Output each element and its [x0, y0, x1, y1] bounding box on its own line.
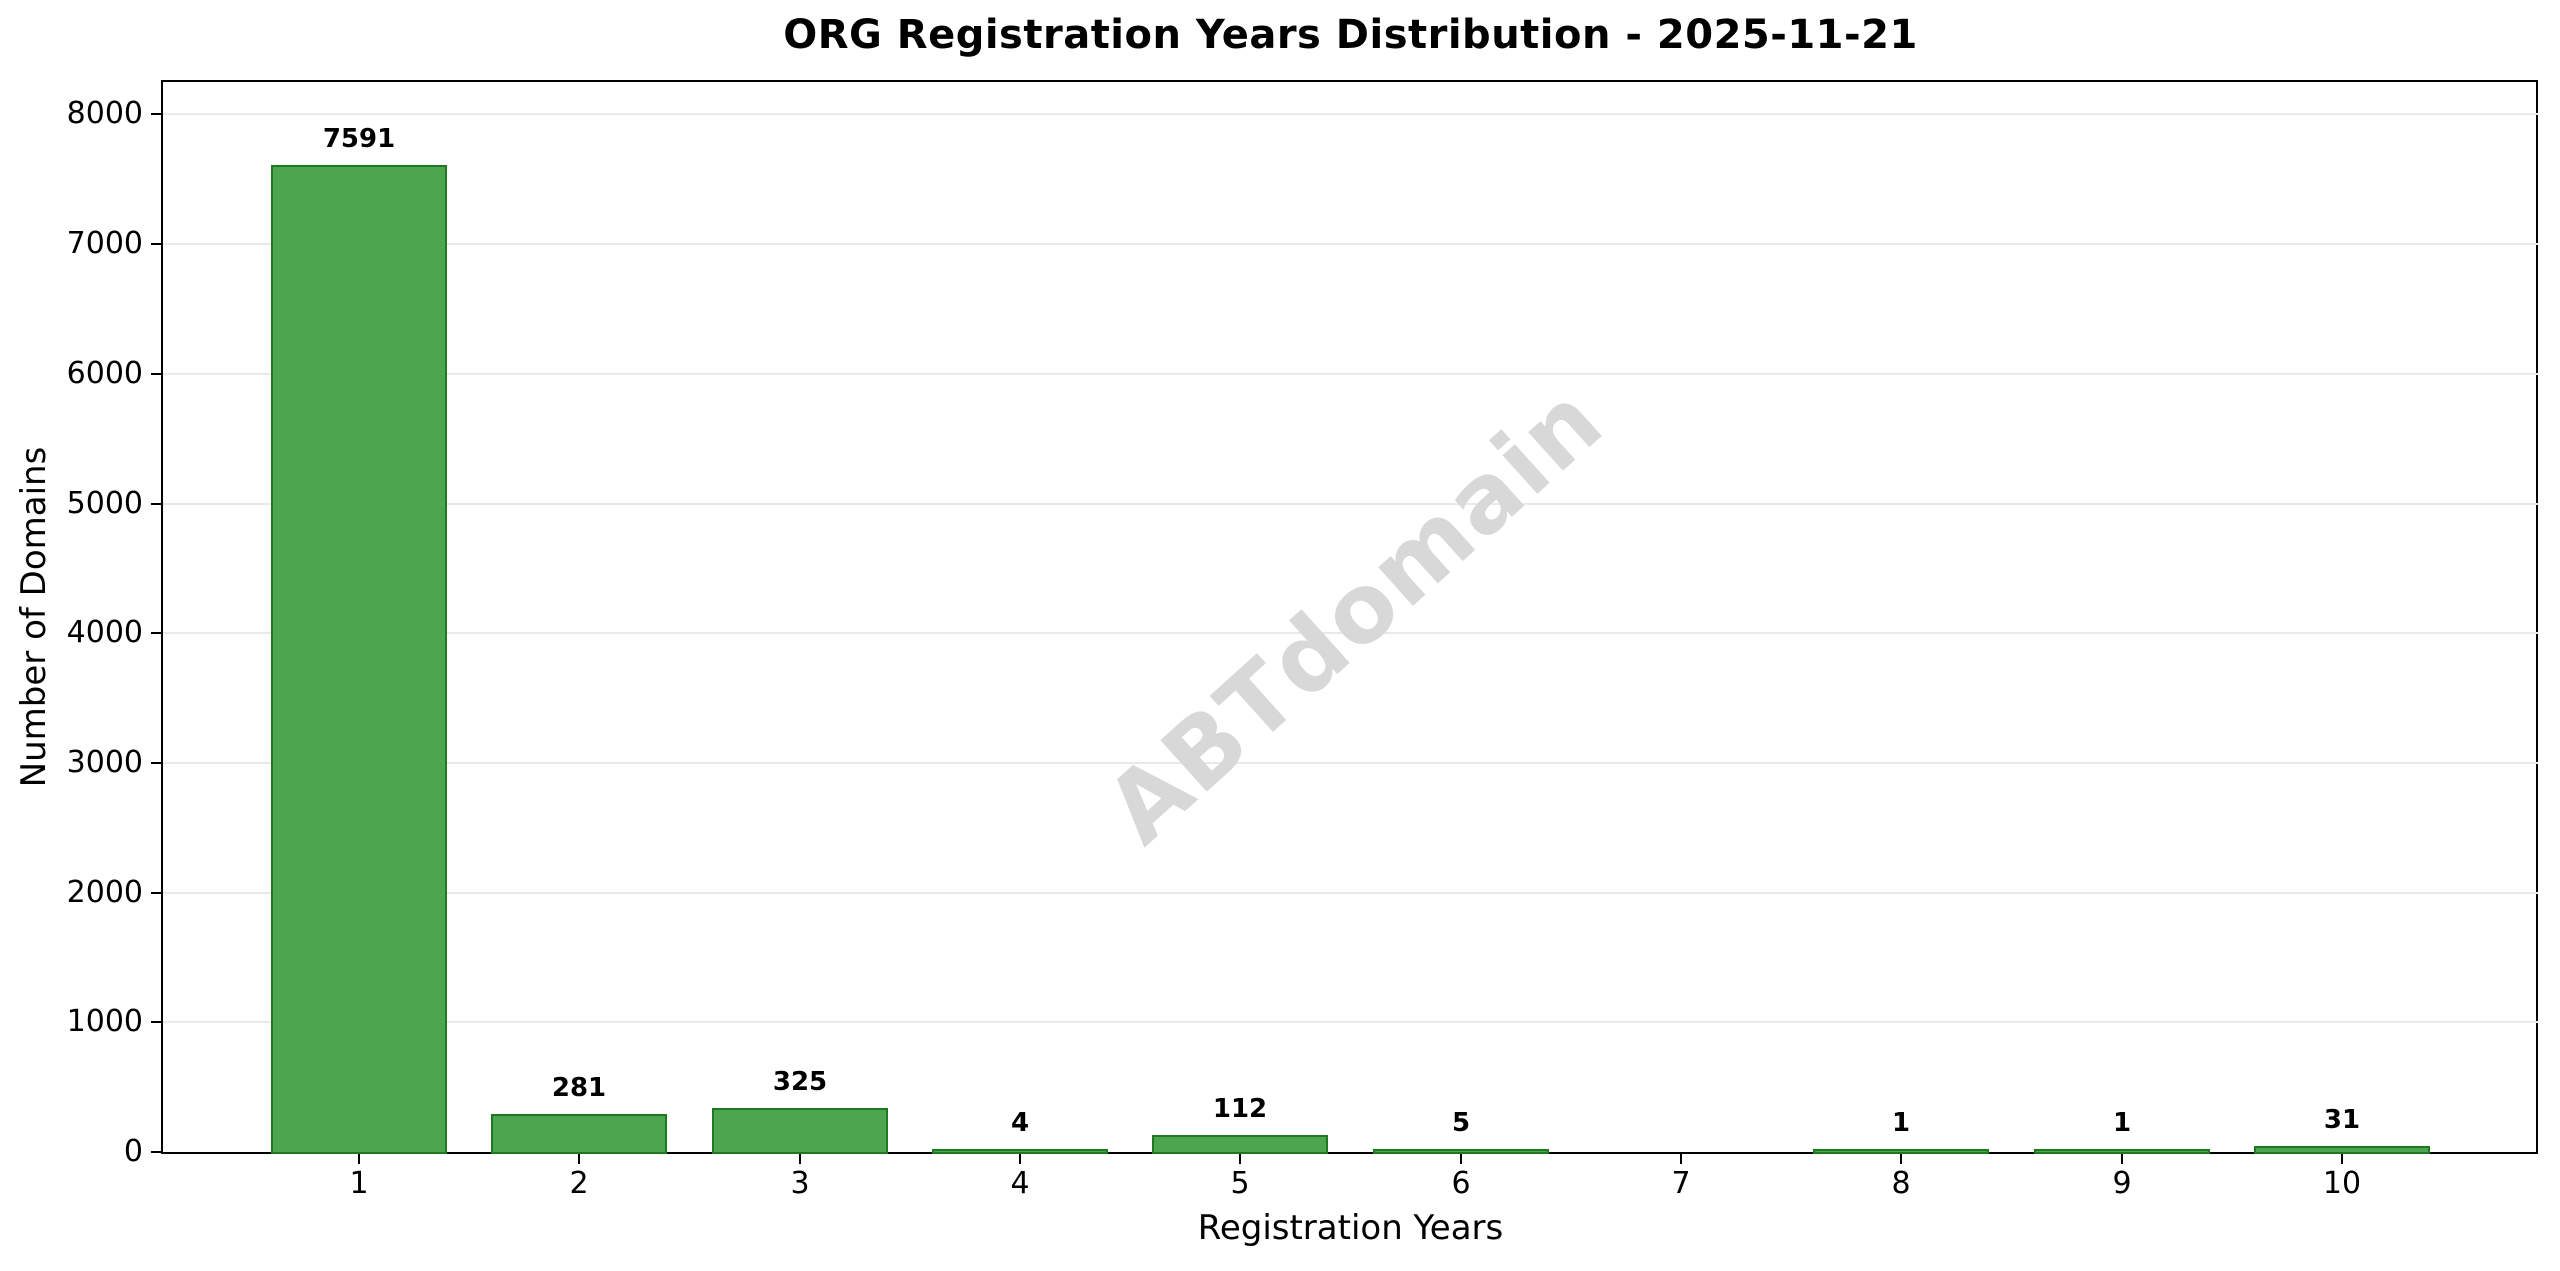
y-tick: [151, 372, 161, 375]
y-tick: [151, 761, 161, 764]
y-tick-label: 1000: [66, 1004, 143, 1040]
bar-value-label: 325: [772, 1067, 828, 1097]
x-tick-label: 10: [2322, 1166, 2362, 1201]
bar-value-label: 1: [1891, 1108, 1911, 1138]
y-tick: [151, 1021, 161, 1024]
bar-value-label: 112: [1212, 1094, 1268, 1124]
bar: [932, 1149, 1108, 1154]
gridline: [163, 502, 2538, 505]
y-tick: [151, 502, 161, 505]
x-tick: [1460, 1154, 1462, 1164]
gridline: [163, 632, 2538, 635]
bar: [271, 165, 447, 1154]
bar: [1813, 1149, 1989, 1154]
x-tick-label: 7: [1671, 1166, 1691, 1201]
y-tick: [151, 1151, 161, 1153]
x-tick-label: 8: [1891, 1166, 1911, 1201]
x-axis-label: Registration Years: [1197, 1208, 1504, 1248]
y-tick-label: 3000: [66, 744, 143, 780]
gridline: [163, 761, 2538, 764]
bar: [491, 1114, 667, 1154]
y-tick: [151, 632, 161, 635]
gridline: [163, 1021, 2538, 1024]
bar: [1373, 1149, 1549, 1154]
bar-value-label: 281: [551, 1073, 607, 1103]
x-tick: [2341, 1154, 2343, 1164]
x-tick: [1680, 1154, 1682, 1164]
y-tick: [151, 113, 161, 116]
y-tick-label: 7000: [66, 226, 143, 262]
x-tick-label: 3: [790, 1166, 810, 1201]
y-tick: [151, 243, 161, 246]
bar-value-label: 1: [2112, 1108, 2132, 1138]
y-tick-label: 6000: [66, 355, 143, 391]
gridline: [163, 243, 2538, 246]
bar: [2254, 1146, 2430, 1154]
x-tick: [578, 1154, 580, 1164]
x-tick-label: 5: [1230, 1166, 1250, 1201]
bar-value-label: 5: [1451, 1108, 1471, 1138]
x-tick-label: 9: [2112, 1166, 2132, 1201]
x-tick-label: 6: [1451, 1166, 1471, 1201]
y-tick: [151, 891, 161, 894]
x-tick: [799, 1154, 801, 1164]
x-tick: [1900, 1154, 1902, 1164]
x-tick: [1019, 1154, 1021, 1164]
bar: [2034, 1149, 2210, 1154]
x-tick: [1239, 1154, 1241, 1164]
gridline: [163, 113, 2538, 116]
y-tick-label: 4000: [66, 615, 143, 651]
x-tick: [358, 1154, 360, 1164]
y-axis-label: Number of Domains: [14, 446, 54, 788]
bar: [712, 1108, 888, 1154]
y-tick-label: 8000: [66, 96, 143, 132]
gridline: [163, 891, 2538, 894]
bar-value-label: 7591: [322, 124, 396, 154]
bar: [1152, 1135, 1328, 1154]
y-tick-label: 5000: [66, 485, 143, 521]
y-tick-label: 2000: [66, 874, 143, 910]
bar-value-label: 4: [1010, 1108, 1030, 1138]
x-tick: [2121, 1154, 2123, 1164]
gridline: [163, 372, 2538, 375]
bar-value-label: 31: [2323, 1105, 2361, 1135]
y-tick-label: 0: [123, 1134, 143, 1169]
x-tick-label: 2: [569, 1166, 589, 1201]
chart-title: ORG Registration Years Distribution - 20…: [783, 12, 1918, 58]
x-tick-label: 1: [349, 1166, 369, 1201]
x-tick-label: 4: [1010, 1166, 1030, 1201]
plot-area: [161, 80, 2538, 1154]
